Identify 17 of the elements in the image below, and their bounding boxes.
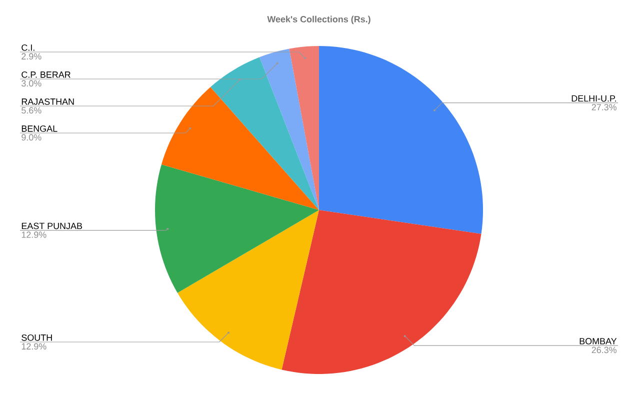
chart-title: Week's Collections (Rs.)	[267, 16, 370, 24]
data-label: 26.3%	[592, 346, 616, 354]
slice-label: EAST PUNJAB	[22, 222, 82, 230]
data-label: 9.0%	[22, 134, 42, 141]
slice-label: BOMBAY	[580, 338, 617, 344]
slice-label: SOUTH	[22, 334, 52, 341]
slice-label: DELHI-U.P.	[572, 95, 616, 102]
data-label: 27.3%	[592, 104, 616, 110]
slice-label: BENGAL	[22, 125, 58, 132]
data-label: 2.9%	[22, 53, 42, 60]
data-label: 12.9%	[22, 343, 46, 350]
slice-label: C.I.	[22, 44, 34, 51]
data-label: 12.9%	[22, 232, 46, 238]
slice-label: C.P. BERAR	[22, 71, 70, 78]
data-label: 3.0%	[22, 80, 42, 87]
data-label: 5.6%	[22, 107, 42, 114]
slice-label: RAJASTHAN	[22, 98, 74, 105]
